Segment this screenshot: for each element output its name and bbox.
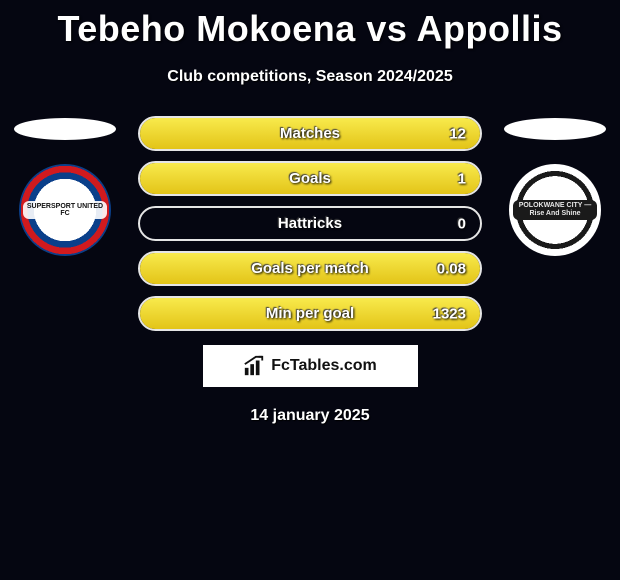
page-subtitle: Club competitions, Season 2024/2025 xyxy=(0,68,620,86)
stat-value: 1 xyxy=(458,170,466,187)
brand-text: FcTables.com xyxy=(271,357,377,375)
stat-row-goals: Goals 1 xyxy=(138,161,482,196)
club-logo-right: POLOKWANE CITY — Rise And Shine xyxy=(509,164,601,256)
right-player-column: POLOKWANE CITY — Rise And Shine xyxy=(500,116,610,256)
stat-label: Goals xyxy=(289,170,331,187)
brand-link[interactable]: FcTables.com xyxy=(203,345,418,387)
club-logo-left-text: SUPERSPORT UNITED FC xyxy=(23,201,107,219)
stat-row-matches: Matches 12 xyxy=(138,116,482,151)
club-logo-right-text: POLOKWANE CITY — Rise And Shine xyxy=(513,200,597,219)
stat-label: Hattricks xyxy=(278,215,342,232)
stats-list: Matches 12 Goals 1 Hattricks 0 Goals per… xyxy=(138,116,482,331)
player-left-ellipse xyxy=(14,118,116,140)
stat-label: Min per goal xyxy=(266,305,354,322)
left-player-column: SUPERSPORT UNITED FC xyxy=(10,116,120,256)
stat-label: Goals per match xyxy=(251,260,369,277)
stat-row-hattricks: Hattricks 0 xyxy=(138,206,482,241)
stat-value: 0.08 xyxy=(437,260,466,277)
stat-label: Matches xyxy=(280,125,340,142)
stat-value: 1323 xyxy=(433,305,466,322)
stat-row-goals-per-match: Goals per match 0.08 xyxy=(138,251,482,286)
snapshot-date: 14 january 2025 xyxy=(0,407,620,425)
bar-chart-icon xyxy=(243,355,265,377)
stat-row-min-per-goal: Min per goal 1323 xyxy=(138,296,482,331)
player-right-ellipse xyxy=(504,118,606,140)
stat-value: 0 xyxy=(458,215,466,232)
club-logo-left: SUPERSPORT UNITED FC xyxy=(19,164,111,256)
comparison-area: SUPERSPORT UNITED FC Matches 12 Goals 1 … xyxy=(0,116,620,331)
page-title: Tebeho Mokoena vs Appollis xyxy=(0,0,620,50)
stat-value: 12 xyxy=(449,125,466,142)
